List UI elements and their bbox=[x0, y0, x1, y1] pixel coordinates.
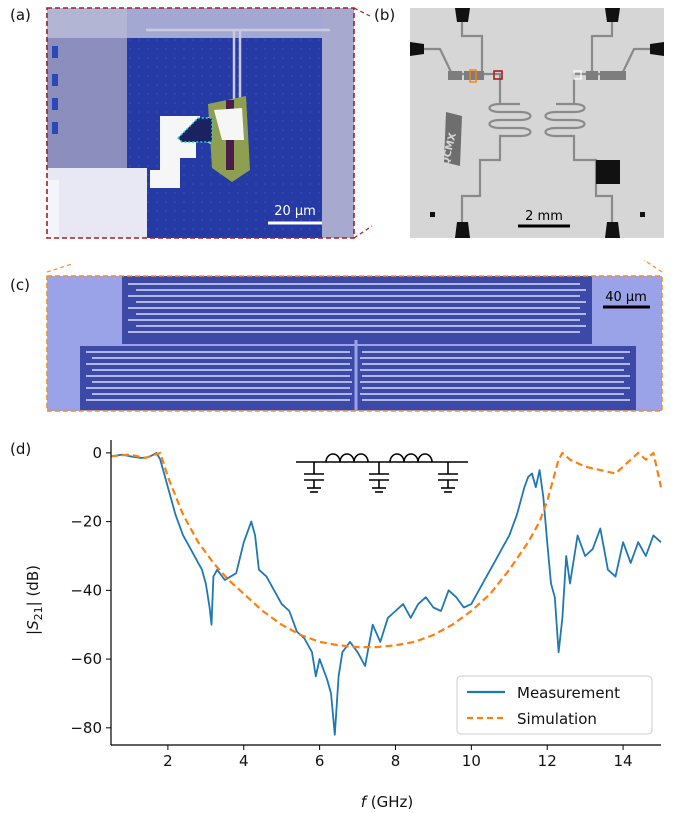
panel-label-d: (d) bbox=[10, 440, 32, 458]
x-tick-label: 12 bbox=[538, 752, 557, 770]
y-tick-label: −40 bbox=[70, 581, 102, 599]
x-tick-label: 14 bbox=[614, 752, 633, 770]
y-tick-label: −60 bbox=[70, 650, 102, 668]
scalebar-label-c: 40 µm bbox=[605, 290, 647, 305]
x-tick-label: 10 bbox=[462, 752, 481, 770]
s21-chart: 2 4 6 8 10 12 14 0 −20 −40 −60 −80 Measurement Simu… bbox=[70, 440, 663, 770]
scalebar-label-a: 20 µm bbox=[274, 204, 316, 219]
x-tick-label: 6 bbox=[315, 752, 325, 770]
chip-b bbox=[410, 8, 664, 238]
legend-label-simulation: Simulation bbox=[517, 710, 597, 728]
micrograph-a bbox=[46, 7, 355, 239]
lc-filter-schematic bbox=[296, 453, 468, 493]
x-axis-label: f (GHz) bbox=[361, 793, 414, 811]
x-tick-label: 4 bbox=[239, 752, 249, 770]
scalebar-label-b: 2 mm bbox=[525, 209, 563, 224]
y-axis-label: |S21| (dB) bbox=[24, 565, 45, 635]
series-line-simulation bbox=[110, 451, 663, 649]
y-tick-label: −20 bbox=[70, 513, 102, 531]
y-tick-label: −80 bbox=[70, 719, 102, 737]
y-tick-label: 0 bbox=[92, 444, 102, 462]
legend-label-measurement: Measurement bbox=[517, 684, 620, 702]
series-line-measurement bbox=[110, 452, 662, 736]
panel-label-a: (a) bbox=[10, 6, 31, 24]
micrograph-c bbox=[46, 275, 663, 412]
chart-legend: Measurement Simulation bbox=[456, 675, 653, 735]
x-tick-label: 8 bbox=[391, 752, 401, 770]
panel-label-c: (c) bbox=[10, 276, 30, 294]
panel-label-b: (b) bbox=[374, 6, 396, 24]
x-tick-label: 2 bbox=[163, 752, 173, 770]
